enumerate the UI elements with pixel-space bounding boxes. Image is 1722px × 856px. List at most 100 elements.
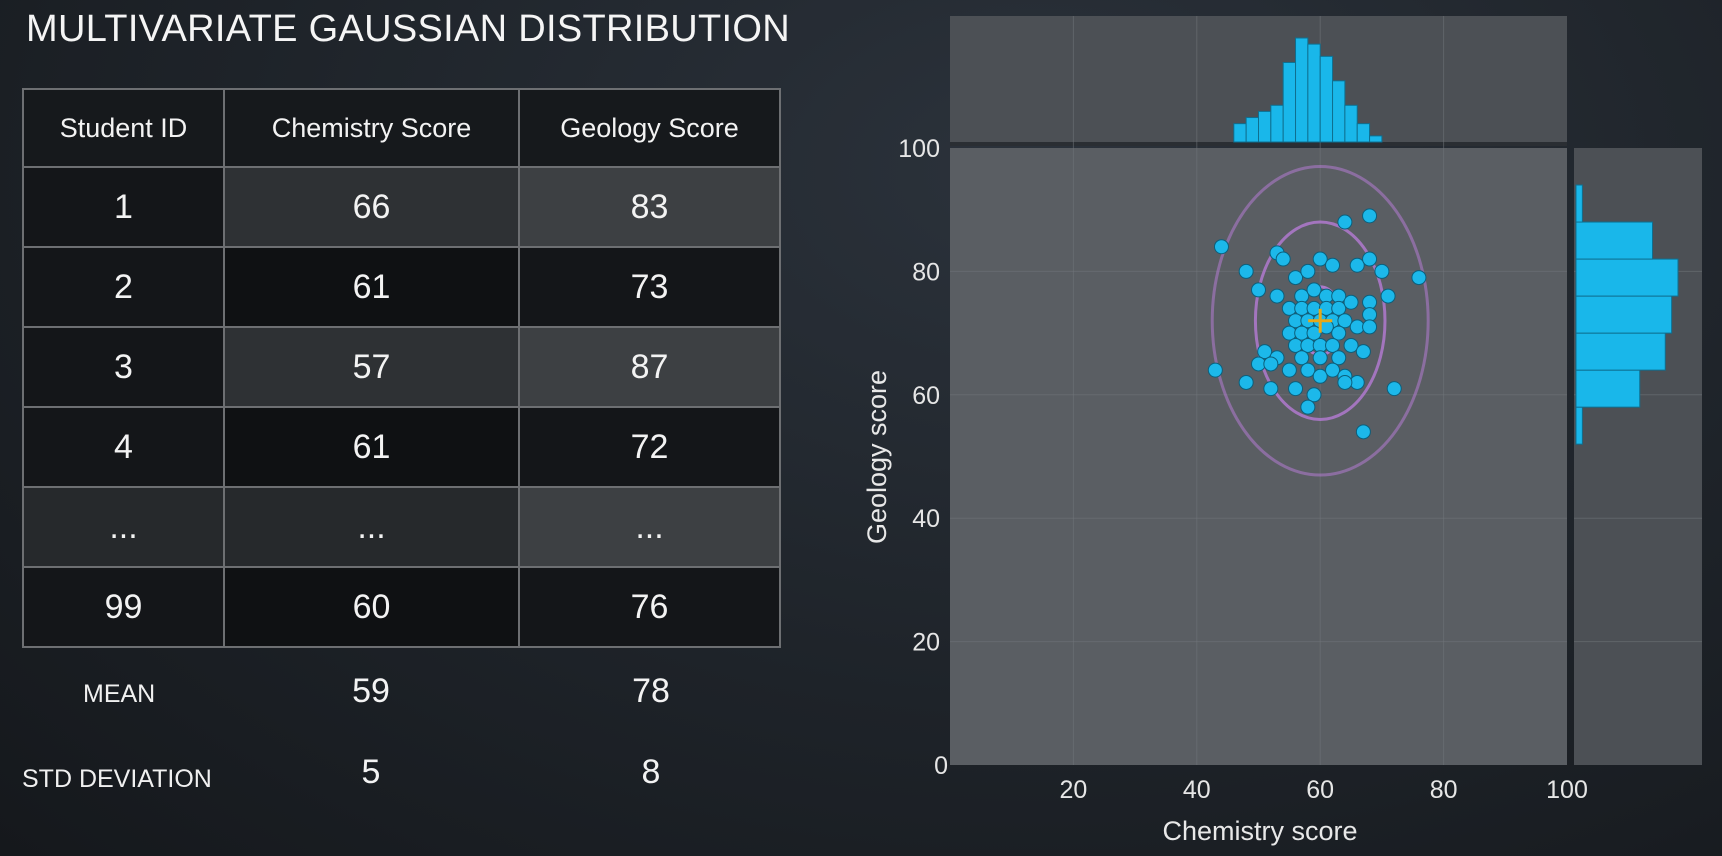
header-chemistry-score: Chemistry Score <box>223 88 520 168</box>
histogram-bar <box>1295 37 1309 143</box>
data-point <box>1362 307 1378 323</box>
data-point <box>1312 337 1328 353</box>
data-point <box>1343 337 1359 353</box>
histogram-bar <box>1575 406 1583 445</box>
table-header-row: Student ID Chemistry Score Geology Score <box>22 88 781 168</box>
page-title: MULTIVARIATE GAUSSIAN DISTRIBUTION <box>26 8 790 50</box>
table-row: 2 61 73 <box>22 246 781 328</box>
contour-ellipse <box>1297 285 1344 357</box>
y-axis-label: Geology score <box>862 370 892 544</box>
data-point <box>1337 374 1353 390</box>
data-point <box>1355 424 1371 440</box>
histogram-bar <box>1344 104 1358 143</box>
data-point <box>1331 288 1347 304</box>
data-point <box>1349 374 1365 390</box>
cell-chemistry: 60 <box>223 566 520 648</box>
histogram-bar <box>1575 295 1673 334</box>
data-point <box>1362 294 1378 310</box>
data-point <box>1343 294 1359 310</box>
x-tick-label: 80 <box>1430 776 1458 804</box>
cell-geology: 73 <box>518 246 781 328</box>
data-point <box>1318 319 1334 335</box>
mean-chemistry: 59 <box>352 672 390 710</box>
data-point <box>1288 270 1304 286</box>
contour-ellipse <box>1253 220 1387 421</box>
data-point <box>1263 381 1279 397</box>
top-histogram-panel <box>950 16 1567 142</box>
data-point <box>1294 288 1310 304</box>
data-point <box>1288 313 1304 329</box>
y-tick-label: 100 <box>898 135 940 163</box>
x-tick-label: 100 <box>1546 776 1588 804</box>
data-point <box>1306 282 1322 298</box>
x-tick-label: 20 <box>1059 776 1087 804</box>
histogram-bar <box>1332 80 1346 143</box>
data-point <box>1294 350 1310 366</box>
data-point <box>1312 251 1328 267</box>
y-tick-label: 60 <box>912 382 940 410</box>
std-deviation-label: STD DEVIATION <box>22 765 212 793</box>
cell-chemistry: 61 <box>223 246 520 328</box>
data-point <box>1380 288 1396 304</box>
scores-table: Student ID Chemistry Score Geology Score… <box>22 88 781 648</box>
data-point <box>1275 251 1291 267</box>
data-point <box>1238 263 1254 279</box>
top-histogram <box>1233 37 1383 143</box>
x-axis-label: Chemistry score <box>1162 816 1357 846</box>
cell-chemistry: 57 <box>223 326 520 408</box>
data-point <box>1355 344 1371 360</box>
cell-student-id: 1 <box>22 166 225 248</box>
gaussian-contours <box>1210 165 1430 477</box>
y-tick-label: 0 <box>934 752 948 780</box>
mean-label: MEAN <box>83 680 156 708</box>
table-row: ... ... ... <box>22 486 781 568</box>
data-point <box>1281 362 1297 378</box>
x-axis-ticks: 20 40 60 80 100 <box>1059 776 1587 804</box>
data-point <box>1300 362 1316 378</box>
data-point <box>1374 263 1390 279</box>
data-point <box>1318 288 1334 304</box>
data-point <box>1306 325 1322 341</box>
table-row: 1 66 83 <box>22 166 781 248</box>
data-point <box>1294 325 1310 341</box>
y-axis-ticks: 0 20 40 60 80 100 <box>898 135 948 780</box>
y-tick-label: 40 <box>912 505 940 533</box>
data-point <box>1386 381 1402 397</box>
cell-geology: 72 <box>518 406 781 488</box>
data-point <box>1300 313 1316 329</box>
data-point <box>1269 350 1285 366</box>
data-point <box>1337 313 1353 329</box>
cell-chemistry: 66 <box>223 166 520 248</box>
data-point <box>1288 337 1304 353</box>
data-point <box>1312 350 1328 366</box>
histogram-bar <box>1575 369 1641 408</box>
cell-student-id: 3 <box>22 326 225 408</box>
data-point <box>1251 282 1266 298</box>
data-point <box>1257 344 1273 360</box>
data-point <box>1300 399 1316 415</box>
histogram-bar <box>1369 135 1383 143</box>
scatter-plot-panel <box>950 148 1567 765</box>
cell-chemistry: ... <box>223 486 520 568</box>
right-histogram-panel <box>1574 148 1702 765</box>
histogram-bar <box>1575 258 1679 297</box>
data-point <box>1362 319 1378 335</box>
histogram-bar <box>1233 123 1247 143</box>
cell-student-id: 2 <box>22 246 225 328</box>
cell-chemistry: 61 <box>223 406 520 488</box>
data-point <box>1312 368 1328 384</box>
data-point <box>1288 381 1304 397</box>
data-point <box>1213 239 1229 255</box>
data-point <box>1312 313 1328 329</box>
std-geology: 8 <box>641 753 661 791</box>
y-tick-label: 80 <box>912 258 940 286</box>
histogram-bar <box>1575 332 1666 371</box>
scatter-points <box>1207 208 1427 440</box>
data-point <box>1331 325 1347 341</box>
data-point <box>1325 337 1341 353</box>
data-point <box>1294 300 1310 316</box>
header-geology-score: Geology Score <box>518 88 781 168</box>
data-point <box>1411 270 1427 286</box>
cell-geology: 76 <box>518 566 781 648</box>
mean-center-marker <box>1308 308 1333 333</box>
